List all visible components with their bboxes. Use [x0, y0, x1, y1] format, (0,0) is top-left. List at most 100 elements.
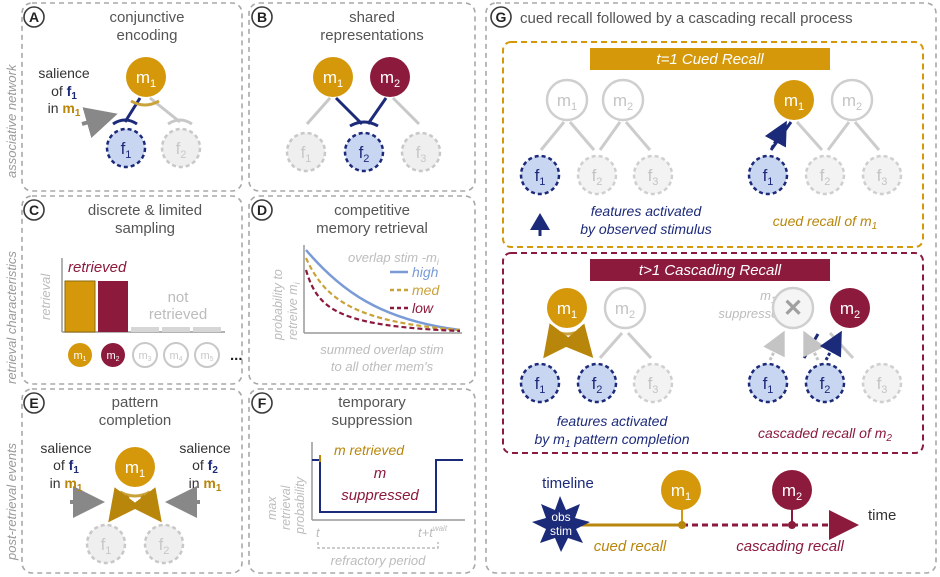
m-retrieved: m retrieved: [334, 442, 405, 458]
svg-text:m1: m1: [784, 91, 804, 113]
salience-right: salience: [179, 440, 231, 456]
bar-m5: [193, 327, 221, 332]
timeline-label: timeline: [542, 475, 594, 492]
panel-c: C discrete & limited sampling retrieval …: [21, 195, 243, 385]
panel-g-letter: G: [496, 9, 507, 25]
svg-text:f3: f3: [877, 166, 888, 188]
svg-text:cued recall of m1: cued recall of m1: [773, 213, 877, 232]
panel-b-title: shared: [349, 9, 395, 26]
svg-text:f1: f1: [101, 535, 112, 557]
refractory-label: refractory period: [331, 553, 426, 568]
panel-d: D competitive memory retrieval probabili…: [248, 195, 476, 385]
panel-e: E pattern completion m1 f1 f2 salience o…: [21, 388, 243, 574]
svg-text:m2: m2: [842, 91, 862, 113]
curve-high: [305, 249, 461, 332]
panel-a: A conjunctive encoding m1 f1 f2 salience…: [21, 2, 243, 192]
panel-g-title: cued recall followed by a cascading reca…: [520, 10, 853, 27]
svg-text:in m1: in m1: [189, 475, 222, 494]
svg-text:in m1: in m1: [48, 100, 81, 119]
panel-c-title2: sampling: [115, 220, 175, 237]
svg-text:m1: m1: [125, 458, 145, 480]
svg-text:f2: f2: [592, 166, 603, 188]
m-label: m: [374, 465, 387, 482]
panel-e-letter: E: [29, 395, 38, 411]
svg-text:f1: f1: [535, 166, 546, 188]
node-f1: [285, 131, 327, 173]
panel-c-ellipsis: ...: [230, 347, 243, 364]
svg-text:f1: f1: [301, 143, 312, 165]
panel-d-title: competitive: [334, 202, 410, 219]
svg-text:f1: f1: [121, 139, 132, 161]
time-label: time: [868, 507, 896, 524]
svg-text:m1: m1: [136, 68, 156, 90]
panel-d-title2: memory retrieval: [316, 220, 428, 237]
side-label-associative: associative network: [4, 63, 19, 178]
svg-text:by m1 pattern completion: by m1 pattern completion: [535, 431, 690, 450]
timeline: timeline m1 m2 obs stim time cued recall…: [532, 470, 896, 555]
panel-a-letter: A: [29, 9, 39, 25]
svg-text:overlap stim -mi: overlap stim -mi: [348, 250, 440, 267]
panel-b-letter: B: [257, 9, 267, 25]
node-f1: [105, 127, 147, 169]
panel-f-ylabel2: retrieval: [279, 484, 293, 530]
svg-text:m2: m2: [782, 481, 802, 503]
svg-text:f1: f1: [763, 374, 774, 396]
svg-text:m2: m2: [380, 68, 400, 90]
side-label-retrieval: retrieval characteristics: [4, 251, 19, 384]
side-label-post: post-retrieval events: [4, 442, 19, 561]
svg-text:f1: f1: [535, 374, 546, 396]
panel-d-letter: D: [257, 202, 267, 218]
m1-suppressed-label: suppressed: [718, 306, 786, 321]
network-t1-left: m1 m2 f1 f2 f3 features activated by obs…: [519, 78, 712, 237]
t-label: t: [316, 525, 321, 540]
svg-text:m3: m3: [138, 350, 151, 363]
node-f2: [160, 127, 202, 169]
svg-text:f2: f2: [820, 166, 831, 188]
svg-text:t+twait: t+twait: [418, 524, 448, 540]
salience-label: salience: [38, 65, 90, 81]
node-m2: [370, 57, 410, 97]
cascading-recall-box: [502, 252, 924, 454]
panel-d-xlabel2: to all other mem's: [331, 359, 434, 374]
svg-text:m4: m4: [169, 350, 182, 363]
svg-text:f2: f2: [359, 143, 370, 165]
obs-label: obs: [551, 510, 570, 524]
features-observed-2: by observed stimulus: [580, 221, 712, 237]
panel-g: G cued recall followed by a cascading re…: [485, 2, 937, 574]
cascading-recall-label: cascading recall: [736, 538, 844, 555]
panel-d-ylabel1: probability to: [271, 269, 285, 341]
svg-text:m2: m2: [106, 350, 119, 363]
bar-m3: [131, 327, 159, 332]
svg-text:in m1: in m1: [50, 475, 83, 494]
starburst-icon: [532, 496, 590, 552]
node-f2: [143, 523, 185, 565]
cued-recall-banner-text: t=1 Cued Recall: [656, 51, 764, 68]
svg-text:m1: m1: [671, 481, 691, 503]
svg-text:f2: f2: [820, 374, 831, 396]
node-f1: [85, 523, 127, 565]
curve-med: [304, 257, 461, 332]
svg-text:f2: f2: [159, 535, 170, 557]
panel-f-letter: F: [258, 395, 267, 411]
cued-recall-label: cued recall: [594, 538, 667, 555]
node-m1: [313, 57, 353, 97]
panel-e-title: pattern: [112, 394, 159, 411]
svg-text:m1: m1: [557, 91, 577, 113]
cascading-recall-banner: [590, 259, 830, 281]
svg-text:of f1: of f1: [53, 457, 79, 476]
cascading-recall-banner-text: t>1 Cascading Recall: [639, 262, 782, 279]
network-t2-right: m1 suppressed ✕ m2 f1 f2 f3 cascaded rec…: [718, 286, 903, 444]
panel-b-title2: representations: [320, 27, 423, 44]
features-observed-1: features activated: [591, 203, 703, 219]
svg-text:f3: f3: [877, 374, 888, 396]
stim-label: stim: [550, 524, 572, 538]
svg-text:f3: f3: [648, 374, 659, 396]
svg-text:m1: m1: [323, 68, 343, 90]
network-t2-left: m1 m2 f1 f2 f3 features activated by m1 …: [519, 286, 690, 450]
bar-m2: [98, 281, 128, 332]
network-t1-right: m1 m2 f1 f2 f3 cued recall of m1: [747, 78, 903, 232]
svg-text:f2: f2: [592, 374, 603, 396]
x-mark-icon: ✕: [783, 295, 803, 322]
timeline-m2: [772, 470, 812, 510]
